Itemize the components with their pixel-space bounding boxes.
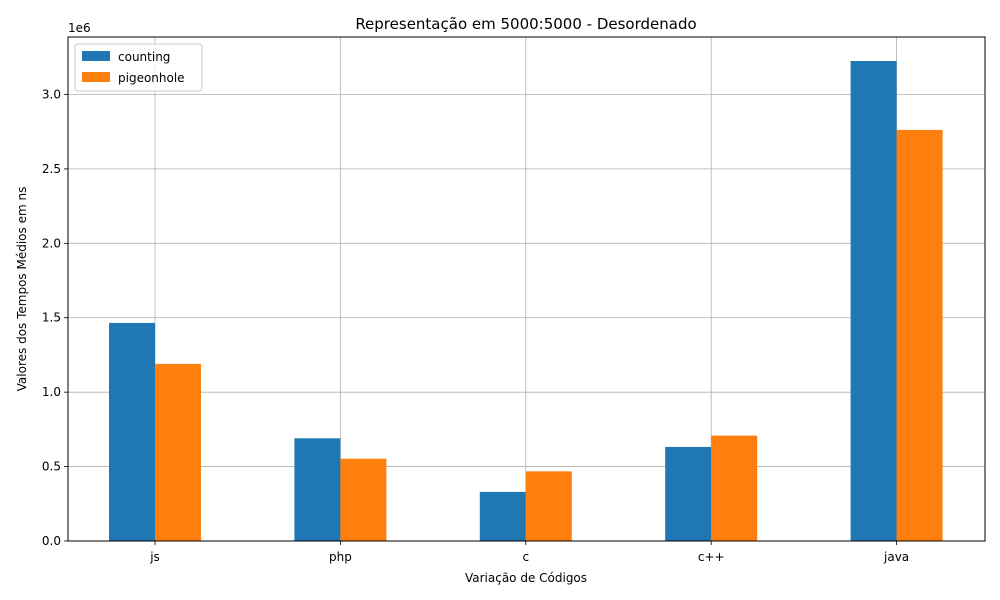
bar-pigeonhole-js xyxy=(155,363,201,541)
legend-label-counting: counting xyxy=(118,50,170,64)
y-axis-title: Valores dos Tempos Médios em ns xyxy=(15,187,29,392)
bar-pigeonhole-c++ xyxy=(711,435,758,541)
y-tick-label: 2.0 xyxy=(42,236,61,250)
bar-pigeonhole-php xyxy=(340,458,387,541)
legend-swatch-pigeonhole xyxy=(82,72,110,82)
bar-pigeonhole-java xyxy=(896,129,943,541)
legend: counting pigeonhole xyxy=(74,43,203,92)
x-tick-label: php xyxy=(329,550,352,564)
bars xyxy=(109,61,943,541)
y-axis-offset-label: 1e6 xyxy=(68,21,91,35)
x-tick-label: c++ xyxy=(698,550,725,564)
x-tick-label: c xyxy=(522,550,529,564)
y-tick-label: 0.0 xyxy=(42,534,61,548)
y-tick-label: 0.5 xyxy=(42,460,61,474)
y-tick-label: 1.5 xyxy=(42,311,61,325)
bar-counting-js xyxy=(109,322,155,541)
y-tick-label: 1.0 xyxy=(42,385,61,399)
chart-title: Representação em 5000:5000 - Desordenado xyxy=(355,15,696,33)
y-tick-label: 2.5 xyxy=(42,162,61,176)
x-axis-title: Variação de Códigos xyxy=(465,571,587,585)
y-tick-label: 3.0 xyxy=(42,87,61,101)
grid-lines xyxy=(68,37,985,542)
axis-ticks: 0.0 0.5 1.0 1.5 2.0 2.5 3.0 js php c c++ java xyxy=(42,87,909,564)
x-tick-label: java xyxy=(883,550,909,564)
plot-frame xyxy=(67,36,986,542)
bar-pigeonhole-c xyxy=(525,471,572,541)
legend-swatch-counting xyxy=(82,51,110,61)
bar-counting-c++ xyxy=(665,446,712,541)
bar-counting-java xyxy=(850,61,897,541)
bar-counting-php xyxy=(294,438,341,541)
bar-counting-c xyxy=(479,491,526,541)
x-tick-label: js xyxy=(149,550,160,564)
legend-label-pigeonhole: pigeonhole xyxy=(118,71,185,85)
